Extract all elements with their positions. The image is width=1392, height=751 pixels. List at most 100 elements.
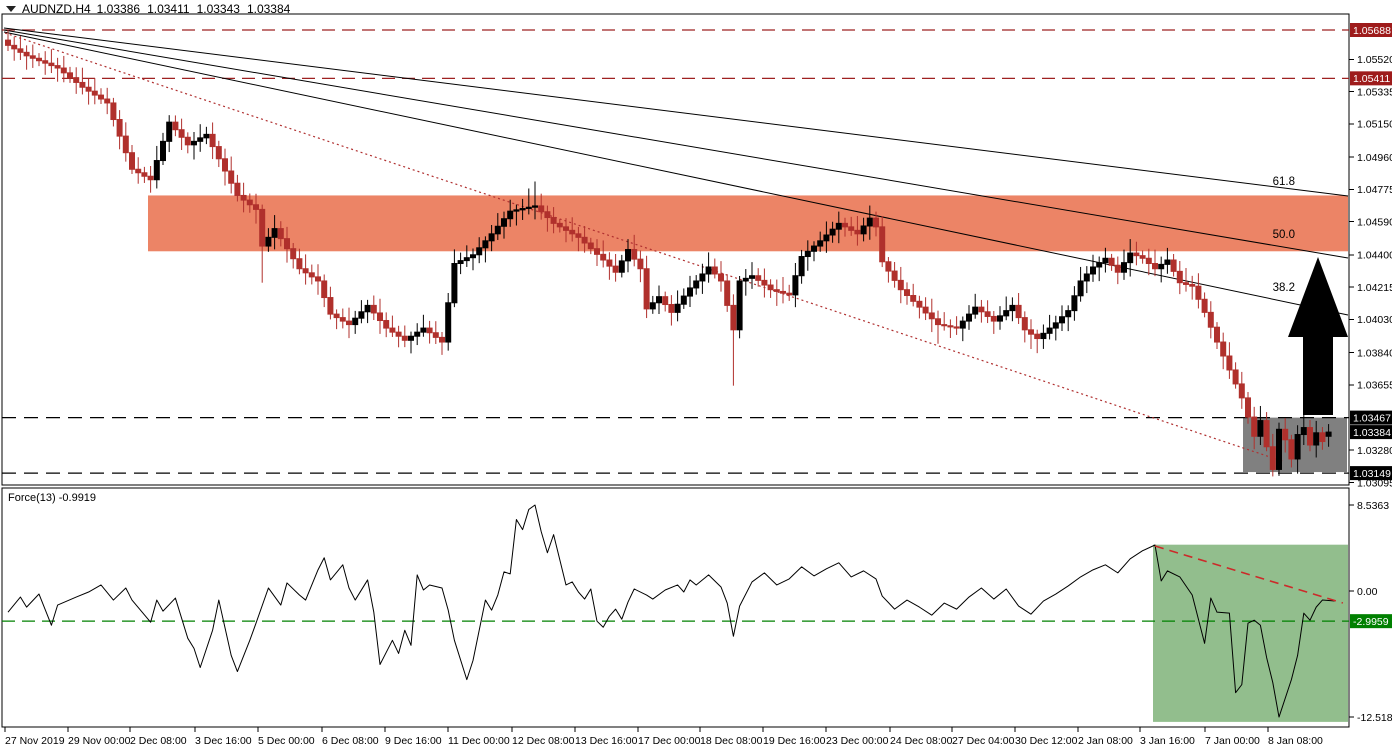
chevron-down-icon[interactable] (6, 6, 16, 12)
indicator-level-badge-text: -2.9959 (1353, 616, 1389, 628)
candle (966, 313, 972, 322)
candle (1152, 263, 1158, 270)
time-tick-label: 27 Dec 04:00 (952, 735, 1015, 747)
candle (668, 304, 675, 313)
candle (1300, 427, 1307, 436)
candle (587, 242, 594, 250)
price-level-badge (1350, 410, 1392, 425)
candle (215, 146, 222, 160)
indicator-level-badge (1350, 614, 1392, 629)
price-tick-label: 1.03655 (1357, 380, 1392, 392)
candle (550, 217, 557, 224)
candle (525, 206, 532, 210)
candle (1009, 304, 1016, 312)
candle (656, 296, 662, 304)
candle (1282, 428, 1289, 441)
candle (693, 280, 700, 289)
candle (23, 51, 30, 57)
candle (1034, 333, 1041, 340)
divergence-zone (1153, 544, 1348, 722)
candle (36, 57, 42, 62)
time-tick-label: 13 Dec 16:00 (575, 735, 638, 747)
price-tick-label: 1.05150 (1357, 119, 1392, 131)
candle (910, 295, 917, 302)
candle (829, 228, 836, 236)
candle (222, 158, 228, 172)
candle (370, 304, 377, 314)
price-level-badge-text: 1.03384 (1353, 427, 1391, 439)
candle (1114, 264, 1121, 273)
candle (680, 295, 687, 305)
candle (1077, 280, 1084, 297)
indicator-plot (2, 504, 1349, 722)
candle (556, 222, 563, 228)
candle (711, 266, 718, 275)
price-axis[interactable]: 1.05520 1.05335 1.05150 1.04960 1.04775 1.045… (1349, 23, 1392, 724)
price-level-badge-text: 1.03467 (1353, 412, 1391, 424)
candle (811, 245, 817, 252)
indicator-panel[interactable] (1, 487, 1350, 728)
candle (234, 182, 241, 196)
candle (240, 194, 247, 201)
candle (1294, 434, 1301, 460)
candle (972, 306, 979, 315)
candle (259, 208, 266, 247)
candle (302, 268, 309, 274)
candle (228, 170, 235, 184)
price-level-badge (1350, 425, 1392, 440)
price-tick-label: 1.04400 (1357, 250, 1392, 262)
candle (445, 302, 452, 343)
candle (401, 335, 408, 341)
candle (1220, 341, 1227, 357)
time-tick-label: 6 Dec 08:00 (322, 735, 379, 747)
supply-zone (148, 195, 1348, 252)
force-index-line (7, 504, 1335, 718)
candle (54, 65, 61, 69)
time-tick-label: 5 Dec 00:00 (258, 735, 315, 747)
candle (507, 210, 514, 220)
price-tick-label: 1.04590 (1357, 216, 1392, 228)
candle (749, 275, 755, 279)
time-tick-label: 7 Jan 00:00 (1205, 735, 1260, 747)
candle (773, 289, 780, 292)
candle (308, 272, 315, 278)
candle (160, 140, 166, 162)
candle (1195, 285, 1202, 300)
price-plot: 61.8 50.0 38.2 (2, 27, 1349, 477)
candle (290, 248, 297, 260)
price-level-badge-text: 1.05411 (1353, 73, 1390, 85)
candle (581, 236, 588, 244)
candle (104, 98, 111, 104)
candle (1121, 262, 1127, 273)
candle (271, 228, 278, 238)
time-tick-label: 29 Nov 00:00 (68, 735, 131, 747)
candle (482, 240, 489, 249)
candle (1133, 252, 1140, 257)
candle (761, 279, 768, 286)
candle (947, 325, 954, 328)
candle (538, 205, 545, 213)
candle (1251, 416, 1258, 437)
candle (414, 331, 421, 337)
fib-fan-line (3, 29, 1349, 259)
candle (1288, 439, 1295, 460)
candle (569, 229, 576, 235)
candle (928, 312, 935, 320)
price-level-badge-text: 1.05688 (1353, 25, 1391, 37)
candle (1207, 311, 1214, 328)
candle (110, 102, 117, 121)
candle (457, 260, 464, 265)
candle (941, 324, 948, 327)
candle (916, 300, 923, 308)
candle (48, 62, 55, 67)
candle (990, 315, 997, 322)
candle (191, 140, 197, 146)
candle (29, 55, 36, 59)
indicator-tick-label: 0.00 (1357, 586, 1378, 598)
symbol-bar: AUDNZD,H4 1.03386 1.03411 1.03343 1.0338… (6, 2, 290, 16)
candle (178, 129, 185, 138)
time-tick-label: 12 Dec 08:00 (512, 735, 575, 747)
time-axis[interactable]: 27 Nov 2019 29 Nov 00:00 2 Dec 08:00 3 Dec … (4, 727, 1323, 747)
candle (904, 289, 910, 297)
